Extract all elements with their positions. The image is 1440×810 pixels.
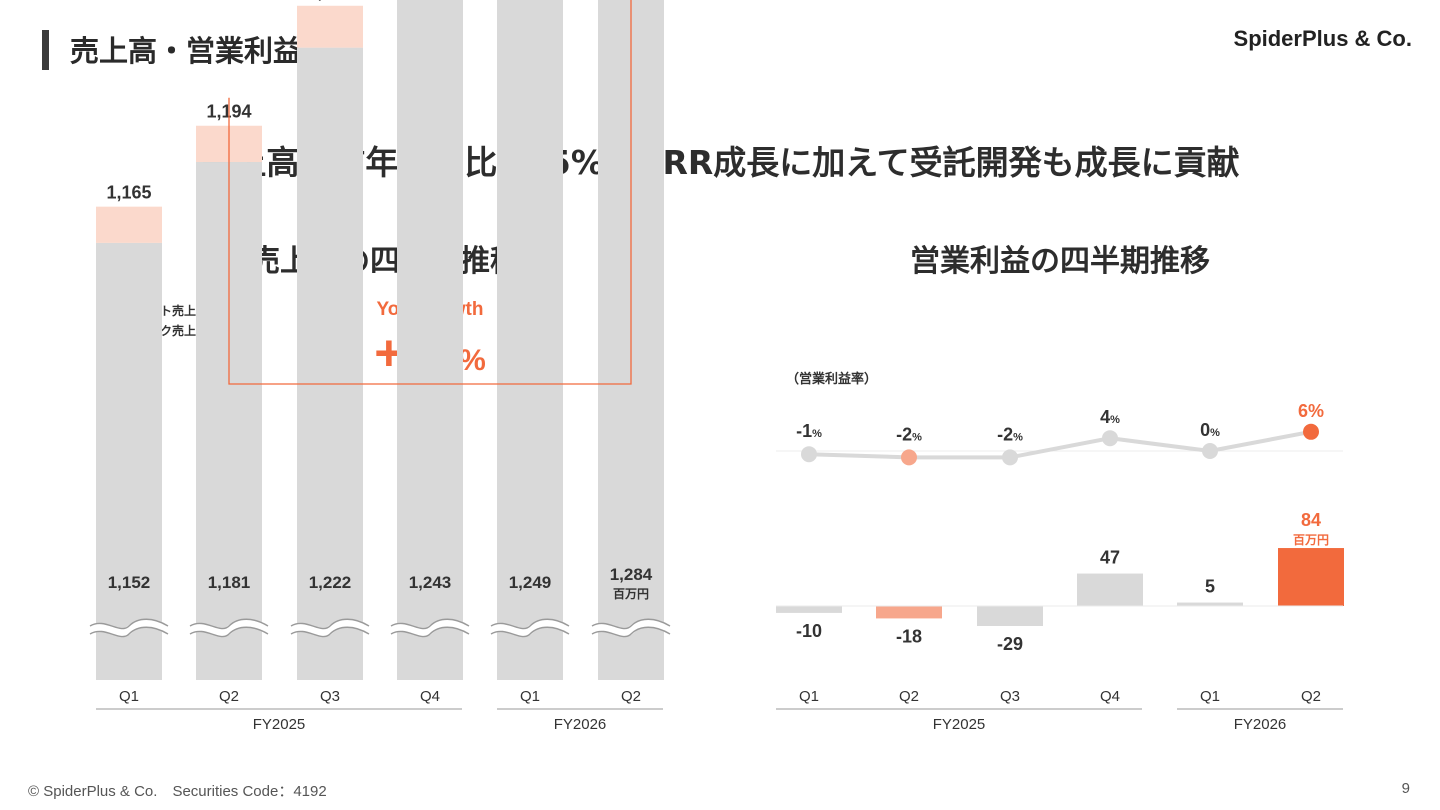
operating-margin-line — [808, 429, 1312, 460]
revenue-stock-label: 1,181 — [208, 573, 251, 592]
operating-margin-point — [1002, 449, 1018, 466]
operating-margin-label: -2% — [997, 424, 1023, 444]
operating-margin-point — [801, 446, 817, 463]
axis-break-line — [490, 618, 570, 630]
company-logo: SpiderPlus & Co. — [1233, 26, 1412, 51]
x-tick-label: Q3 — [1000, 688, 1020, 705]
revenue-stock-bar — [397, 0, 463, 680]
axis-break-mask — [87, 619, 171, 637]
operating-profit-label: -10 — [796, 621, 822, 641]
x-tick-label: Q1 — [119, 688, 139, 705]
axis-break-line — [89, 618, 169, 630]
operating-profit-bar — [1177, 602, 1243, 606]
fy2025-group-label: FY2025 — [933, 716, 986, 733]
operating-profit-bar — [876, 606, 942, 619]
yoy-growth-unit: % — [459, 344, 486, 377]
x-tick-label: Q1 — [799, 688, 819, 705]
operating-profit-bar — [1278, 548, 1344, 606]
yoy-bracket — [228, 0, 632, 385]
footer-copyright: © SpiderPlus & Co. Securities Code：4192 — [28, 783, 327, 800]
revenue-total-label: 1,165 — [106, 183, 151, 203]
axis-break-line — [89, 626, 169, 638]
x-tick-label: Q2 — [899, 688, 919, 705]
axis-break-line — [290, 618, 370, 630]
operating-margin-point — [1202, 443, 1218, 459]
revenue-total-label: 1,237 — [307, 0, 352, 2]
axis-break-line — [189, 618, 269, 630]
axis-break-line — [189, 626, 269, 638]
x-tick-label: Q4 — [1100, 688, 1120, 705]
revenue-stock-label: 1,222 — [309, 573, 352, 592]
operating-profit-chart-title: 営業利益の四半期推移 — [910, 244, 1210, 279]
revenue-stock-label: 1,243 — [409, 573, 452, 592]
x-tick-label: Q3 — [320, 688, 340, 705]
operating-profit-unit-label: 百万円 — [1293, 533, 1329, 547]
revenue-stock-bar — [96, 242, 162, 681]
operating-margin-label: -1% — [796, 421, 822, 441]
operating-margin-label: 4% — [1100, 407, 1120, 427]
operating-profit-label: 84 — [1301, 510, 1321, 530]
operating-profit-label: -29 — [997, 634, 1023, 654]
operating-profit-label: 47 — [1100, 548, 1120, 568]
axis-break-line — [290, 626, 370, 638]
axis-break-line — [390, 618, 470, 630]
revenue-chart-title: 売上高の四半期推移 — [250, 244, 520, 279]
margin-caption: （営業利益率） — [786, 372, 878, 387]
headline: 売上高は前年同期比+15%、ARR成長に加えて受託開発も成長に貢献 — [200, 143, 1240, 182]
axis-break-mask — [488, 619, 572, 637]
operating-margin-label: -2% — [896, 424, 922, 444]
operating-margin-point — [901, 449, 917, 466]
x-tick-label: Q2 — [219, 688, 239, 705]
title-accent-bar — [42, 30, 49, 70]
x-tick-label: Q1 — [1200, 688, 1220, 705]
revenue-unit-label: 百万円 — [613, 587, 649, 601]
revenue-spot-bar — [96, 206, 162, 243]
fy2026-group-label: FY2026 — [1234, 716, 1287, 733]
axis-break-line — [591, 618, 671, 630]
revenue-spot-bar — [297, 5, 363, 48]
axis-break-line — [390, 626, 470, 638]
revenue-stock-bar — [297, 47, 363, 681]
operating-profit-bar — [776, 606, 842, 613]
operating-margin-label: 0% — [1200, 420, 1220, 440]
fy2025-group-label: FY2025 — [253, 716, 306, 733]
revenue-stock-bar — [497, 0, 563, 681]
operating-profit-bar — [977, 606, 1043, 627]
operating-profit-label: -18 — [896, 626, 922, 646]
operating-profit-label: 5 — [1205, 577, 1215, 597]
revenue-stock-label: 1,284 — [610, 565, 653, 584]
axis-break-mask — [589, 619, 673, 637]
operating-margin-point — [1303, 423, 1319, 440]
x-tick-label: Q2 — [1301, 688, 1321, 705]
operating-profit-bar — [1077, 573, 1143, 606]
operating-margin-label: 6% — [1298, 401, 1324, 421]
axis-break-line — [490, 626, 570, 638]
axis-break-mask — [288, 619, 372, 637]
axis-break-mask — [187, 619, 271, 637]
page-title: 売上高・営業利益 — [70, 34, 303, 68]
axis-break-mask — [388, 619, 472, 637]
x-tick-label: Q1 — [520, 688, 540, 705]
fy2026-group-label: FY2026 — [554, 716, 607, 733]
x-tick-label: Q4 — [420, 688, 440, 705]
operating-margin-point — [1102, 430, 1118, 447]
axis-break-line — [591, 626, 671, 638]
x-tick-label: Q2 — [621, 688, 641, 705]
page-number: 9 — [1401, 780, 1410, 797]
revenue-stock-label: 1,152 — [108, 573, 151, 592]
revenue-stock-label: 1,249 — [509, 573, 552, 592]
